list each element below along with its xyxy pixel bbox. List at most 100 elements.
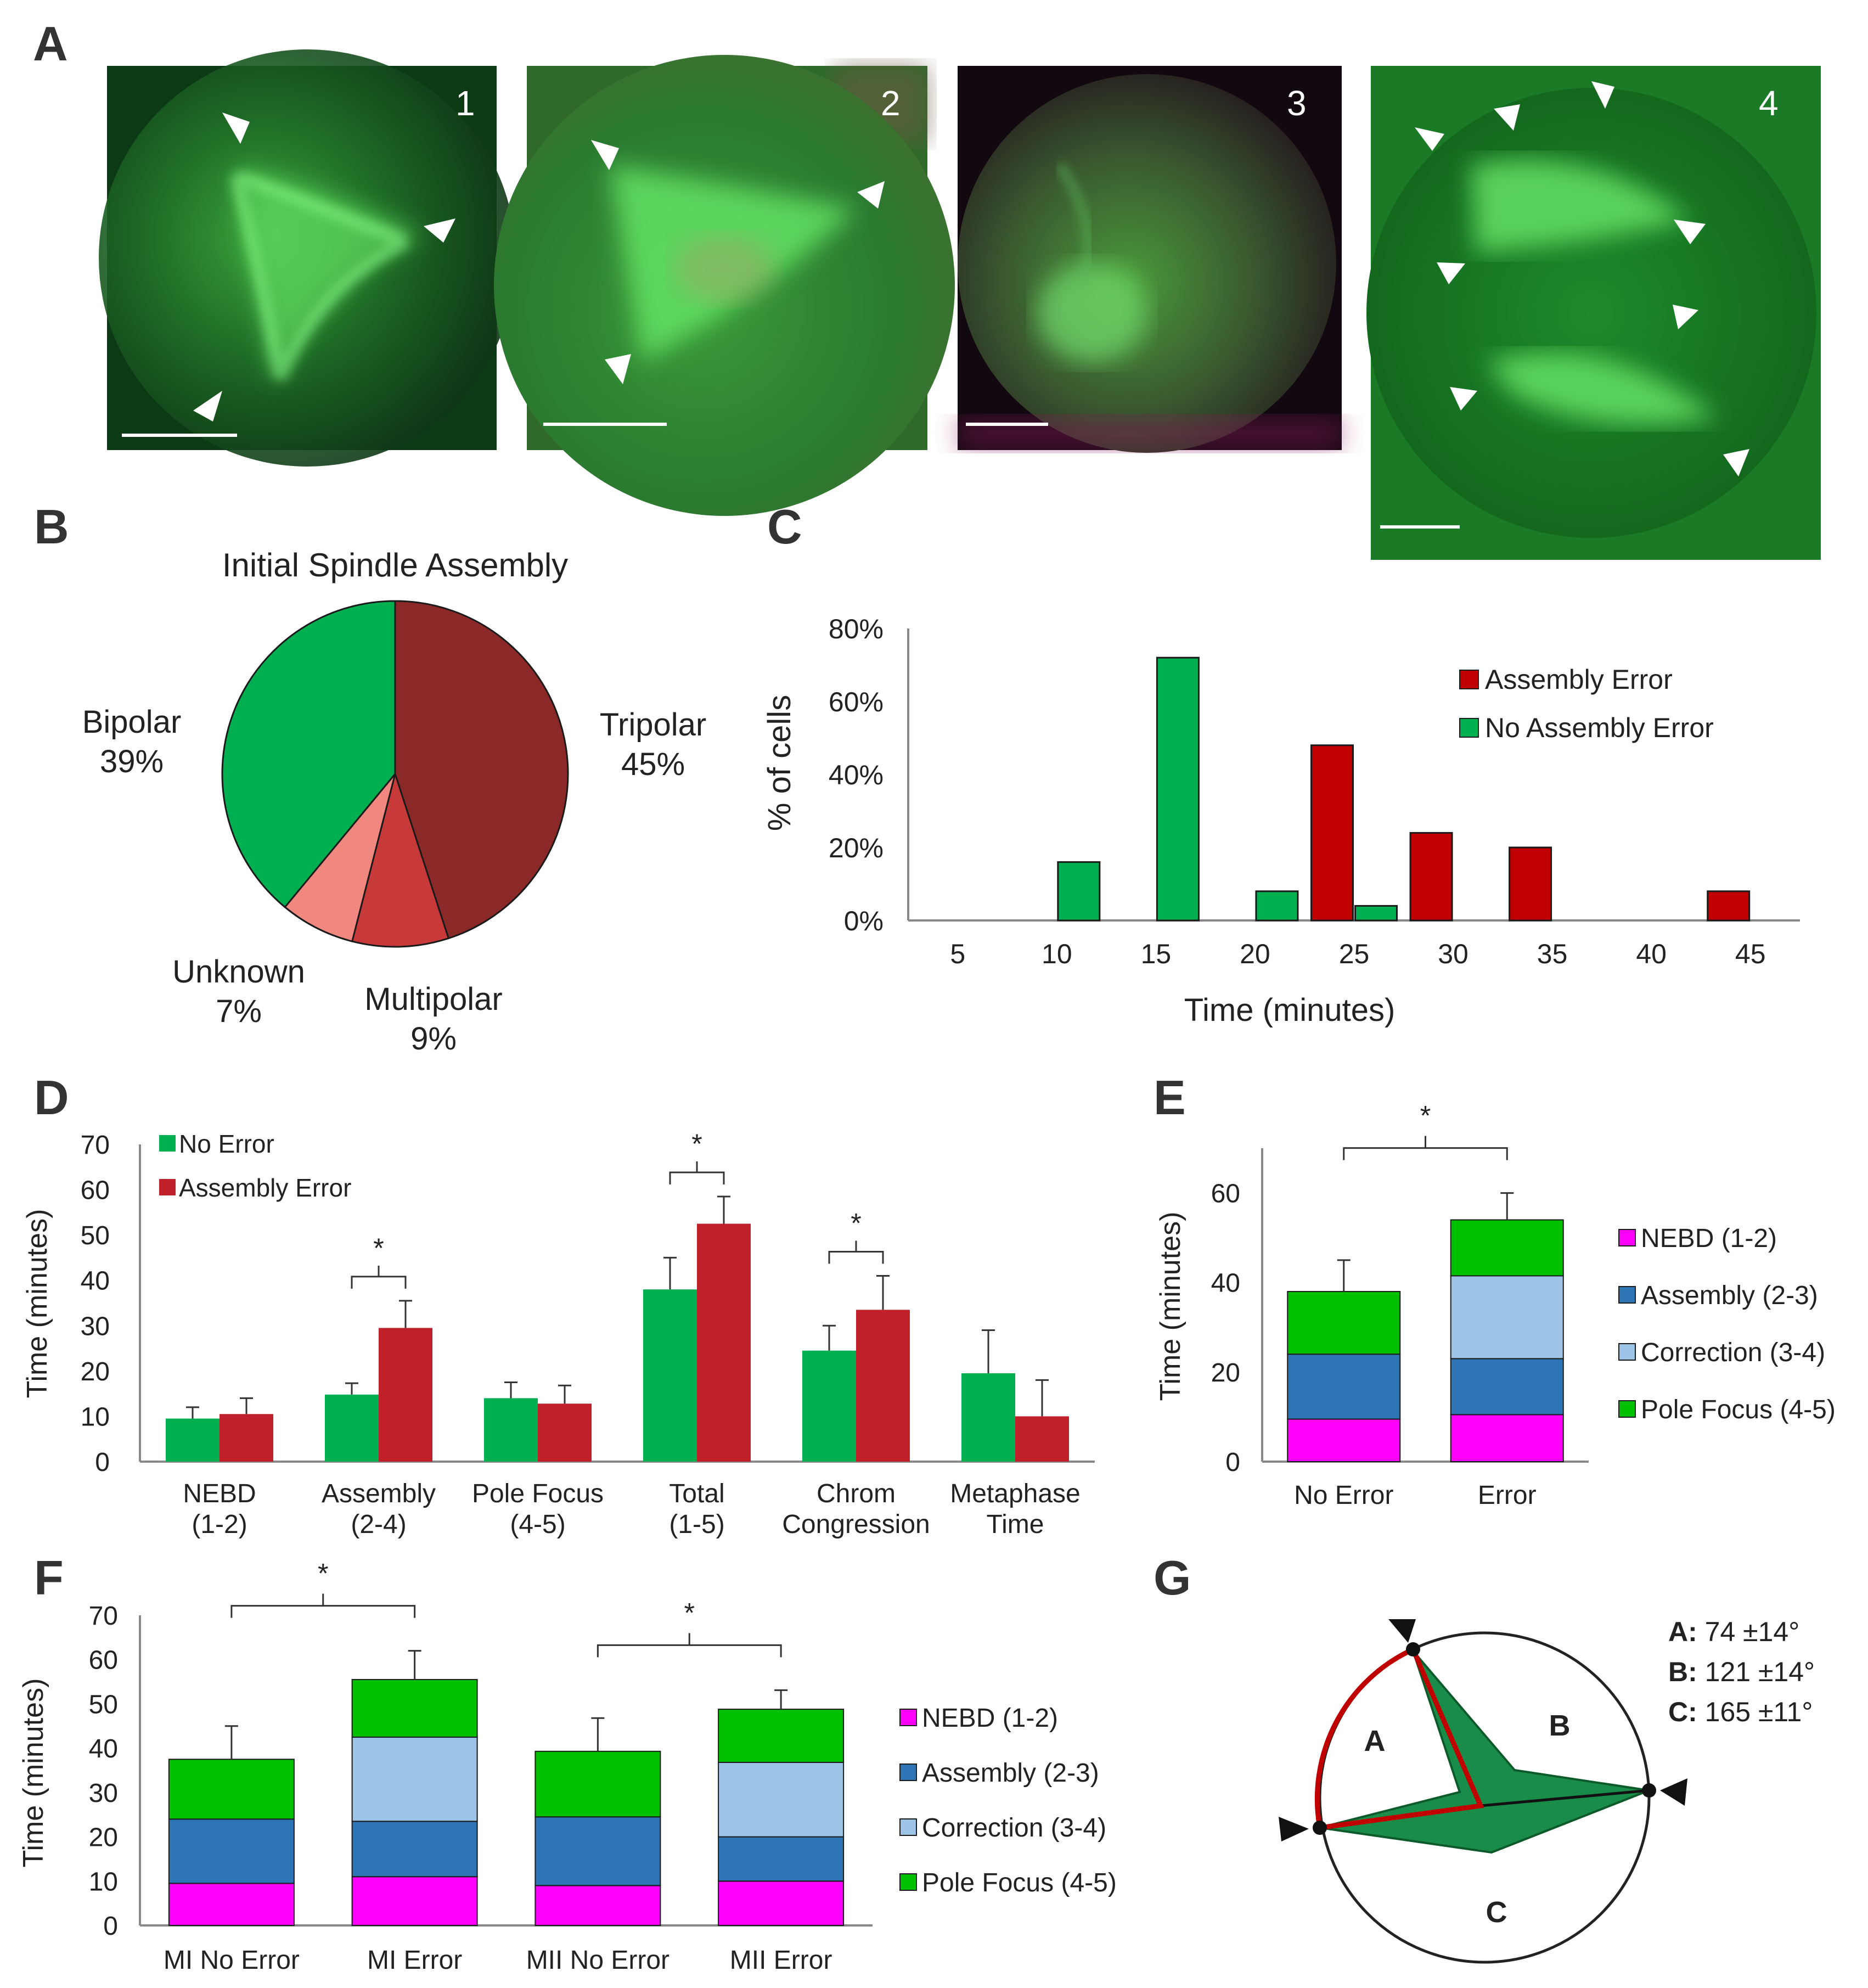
y-tick-label-d: 10 [81, 1402, 110, 1431]
x-tick-label-d: Pole Focus [472, 1479, 604, 1508]
stack-segment-assembly [168, 1818, 295, 1884]
spindle-angle-diagram: A B C A: 74 ±14° B: 121 ±14° C: 165 ±11° [1279, 1616, 1815, 1964]
pie-label-tripolar: Tripolar [600, 707, 706, 743]
pie-label-unknown: Unknown [172, 954, 305, 990]
y-axis-title-d: Time (minutes) [21, 1209, 53, 1399]
significance-bracket-f [597, 1644, 782, 1658]
legend-swatch-e [1618, 1286, 1636, 1304]
x-tick-label-d: Metaphase [950, 1479, 1081, 1508]
region-label-b: B [1549, 1709, 1571, 1742]
y-tick-label-d: 30 [81, 1312, 110, 1341]
legend-label-f: NEBD (1-2) [922, 1704, 1058, 1733]
pole-dot-right [1642, 1783, 1656, 1798]
y-tick-label-c: 20% [829, 833, 884, 863]
pie-label-bipolar: Bipolar [82, 704, 182, 740]
y-tick-label-f: 50 [89, 1690, 118, 1719]
pie-percent-unknown: 7% [216, 993, 262, 1029]
y-tick-label-c: 40% [829, 760, 884, 790]
bar-assembly-error [1509, 846, 1552, 922]
bar-no-assembly-error [1057, 861, 1101, 922]
y-tick-label-f: 30 [89, 1779, 118, 1808]
y-tick-label-f: 40 [89, 1734, 118, 1764]
micrograph-4: 4 [1366, 66, 1821, 560]
legend-swatch-f [899, 1764, 917, 1781]
legend-swatch-f [899, 1709, 917, 1726]
stack-segment-nebd [534, 1885, 661, 1927]
region-label-a: A [1364, 1725, 1386, 1757]
y-tick-label-d: 40 [81, 1267, 110, 1296]
significance-star-d: * [691, 1128, 702, 1159]
legend-swatch-f [899, 1873, 917, 1891]
bar-assembly-error [1310, 744, 1354, 922]
legend-label-f: Correction (3-4) [922, 1813, 1106, 1843]
x-tick-label-e: Error [1478, 1481, 1537, 1510]
bar-no-error [961, 1373, 1015, 1462]
stacked-bar-chart-e: 0 20 40 60 Time (minutes) No Error Error * NEBD … [1155, 1100, 1836, 1510]
legend-swatch-c [1459, 718, 1479, 738]
red-angle-lines [1319, 1648, 1484, 1830]
legend-swatch-f [899, 1818, 917, 1836]
legend-label-f: Assembly (2-3) [922, 1759, 1099, 1788]
x-tick-label-f: MII Error [730, 1946, 832, 1975]
stack-segment-assembly [351, 1821, 478, 1878]
stack-segment-assembly [718, 1836, 845, 1882]
spindle-polygon [1319, 1650, 1653, 1854]
micrograph-number-2: 2 [881, 83, 901, 123]
bar-assembly-error [697, 1223, 751, 1462]
x-tick-label-c: 35 [1537, 939, 1568, 969]
x-tick-label-c: 40 [1636, 939, 1667, 969]
stack-segment-pole [1450, 1219, 1564, 1277]
angle-b: B: 121 ±14° [1668, 1656, 1815, 1687]
arrowhead-right [1660, 1778, 1687, 1806]
pie-label-multipolar: Multipolar [364, 981, 502, 1017]
y-tick-label-e: 20 [1211, 1358, 1240, 1388]
y-tick-label-f: 60 [89, 1646, 118, 1675]
angle-c: C: 165 ±11° [1668, 1697, 1813, 1727]
x-tick-label-d: (2-4) [351, 1510, 406, 1539]
bar-no-error [802, 1350, 856, 1462]
micrograph-number-1: 1 [455, 83, 475, 123]
y-tick-label-f: 20 [89, 1823, 118, 1852]
bar-assembly-error [1015, 1416, 1069, 1462]
pie-title: Initial Spindle Assembly [222, 547, 568, 583]
panel-label-e: E [1154, 1070, 1186, 1125]
pie-slice-tripolar [394, 600, 569, 940]
y-axis-title-f: Time (minutes) [18, 1678, 49, 1868]
bar-no-error [484, 1398, 538, 1462]
x-tick-label-d: Time [987, 1510, 1044, 1539]
legend-label-e: NEBD (1-2) [1641, 1224, 1777, 1253]
legend-swatch-d [159, 1179, 176, 1195]
y-tick-label-d: 50 [81, 1221, 110, 1250]
legend-swatch-e [1618, 1400, 1636, 1418]
x-tick-label-c: 15 [1141, 939, 1172, 969]
stack-segment-assembly [1287, 1354, 1401, 1420]
spindle-line-right [1480, 1789, 1650, 1807]
x-tick-label-c: 25 [1339, 939, 1370, 969]
significance-star-d: * [373, 1233, 384, 1263]
region-label-c: C [1486, 1896, 1507, 1929]
significance-star-d: * [851, 1208, 861, 1238]
significance-bracket-d [351, 1276, 407, 1289]
legend-swatch-d [159, 1135, 176, 1152]
x-tick-label-c: 10 [1042, 939, 1072, 969]
x-tick-label-d: Congression [782, 1510, 930, 1539]
arrowhead-left [1279, 1817, 1309, 1841]
stack-segment-nebd [168, 1883, 295, 1927]
pie-slice-multipolar [351, 771, 450, 948]
x-tick-label-f: MI No Error [164, 1946, 300, 1975]
micrograph-1: 1 [99, 49, 516, 467]
y-tick-label-d: 60 [81, 1176, 110, 1205]
significance-star-f: * [684, 1597, 695, 1628]
y-tick-label-c: 80% [829, 614, 884, 644]
significance-bracket-e [1343, 1147, 1508, 1160]
y-tick-label-d: 70 [81, 1131, 110, 1160]
stack-segment-nebd [1450, 1414, 1564, 1463]
pie-slice-unknown [284, 773, 396, 942]
bar-assembly-error [220, 1414, 273, 1462]
stack-segment-pole [718, 1709, 845, 1763]
pole-dot-top [1406, 1642, 1420, 1656]
legend-label-e: Assembly (2-3) [1641, 1281, 1818, 1310]
legend-swatch-e [1618, 1229, 1636, 1246]
y-tick-label-e: 40 [1211, 1269, 1240, 1298]
